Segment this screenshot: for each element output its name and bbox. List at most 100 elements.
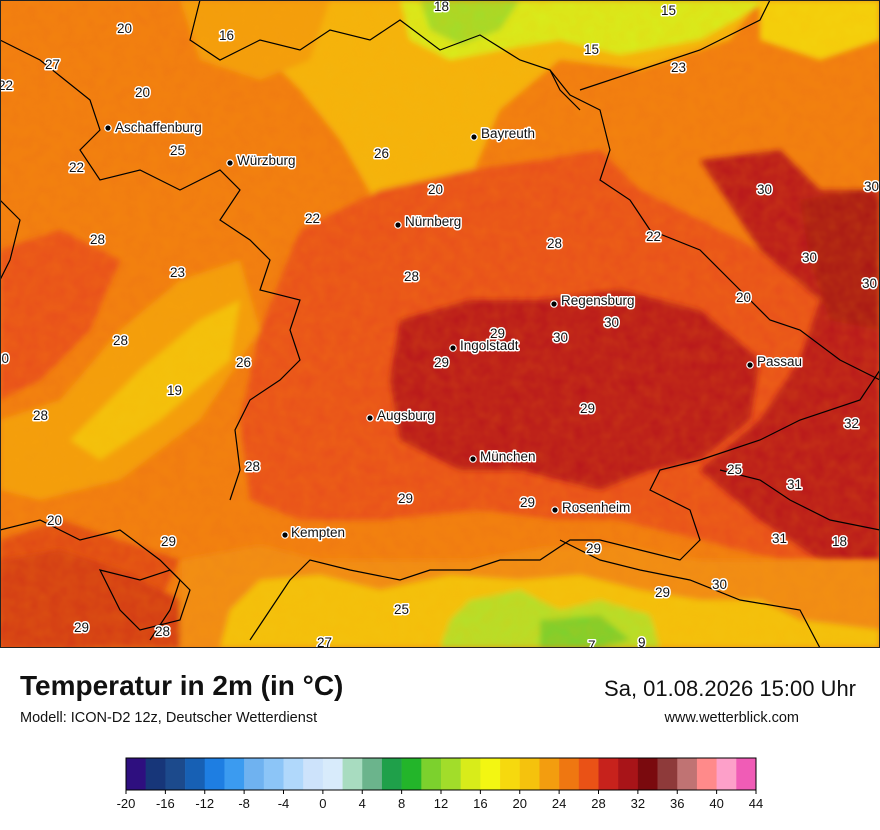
value-label: 29 [434, 355, 449, 370]
border-austria [249, 369, 880, 641]
color-legend: -20 -16 -12 -8 -4 0 4 8 12 16 20 24 28 32 36 40 44 [117, 757, 763, 811]
city-label: Regensburg [561, 293, 635, 308]
legend-swatch [559, 758, 580, 790]
city-label: Passau [757, 354, 802, 369]
legend-swatch [381, 758, 402, 790]
legend-swatch [500, 758, 521, 790]
value-label: 15 [584, 42, 599, 57]
value-label: 30 [864, 179, 879, 194]
legend-tick-label: 0 [319, 796, 326, 811]
temperature-map: 18 15 20 16 15 27 23 22 20 25 26 22 20 3… [0, 0, 880, 648]
value-labels: 18 15 20 16 15 27 23 22 20 25 26 22 20 3… [0, 0, 880, 648]
border-czech-north [579, 0, 771, 91]
value-label: 25 [170, 143, 185, 158]
city-dot [281, 531, 289, 539]
legend-swatch [263, 758, 284, 790]
legend-tick-label: 28 [591, 796, 605, 811]
border-lake [98, 569, 191, 631]
value-label: 30 [604, 315, 619, 330]
value-label: 29 [398, 491, 413, 506]
city-aschaffenburg[interactable]: Aschaffenburg [104, 119, 203, 137]
legend-swatch [716, 758, 737, 790]
city-ingolstadt[interactable]: Ingolstadt [449, 337, 520, 355]
value-label: 18 [832, 534, 847, 549]
legend-tick-label: 24 [552, 796, 566, 811]
legend-swatch [303, 758, 324, 790]
legend-swatch [322, 758, 343, 790]
city-label: Rosenheim [562, 500, 630, 515]
city-rosenheim[interactable]: Rosenheim [551, 499, 632, 517]
city-muenchen[interactable]: München [469, 448, 537, 466]
border-south [559, 539, 821, 648]
temp-field-texture [0, 0, 880, 648]
legend-tick-label: -8 [238, 796, 250, 811]
value-label: 22 [646, 229, 661, 244]
value-label: 28 [547, 236, 562, 251]
city-dot [366, 414, 374, 422]
legend-tick-label: 36 [670, 796, 684, 811]
border-bavaria-north [189, 0, 581, 111]
city-label: Kempten [291, 525, 345, 540]
city-dot [746, 361, 754, 369]
city-markers: Aschaffenburg Bayreuth Würzburg Nürnberg… [104, 119, 804, 542]
legend-swatch [401, 758, 422, 790]
value-label: 22 [0, 78, 13, 93]
value-label: 20 [736, 290, 751, 305]
value-label: 20 [135, 85, 150, 100]
value-label: 25 [394, 602, 409, 617]
legend-tick-label: 16 [473, 796, 487, 811]
city-dot [469, 455, 477, 463]
city-passau[interactable]: Passau [746, 353, 804, 371]
legend-swatch [283, 758, 304, 790]
legend-swatch [480, 758, 501, 790]
value-label: 29 [490, 326, 505, 341]
city-regensburg[interactable]: Regensburg [550, 292, 636, 310]
city-dot [226, 159, 234, 167]
legend-swatch [539, 758, 560, 790]
city-dot [470, 133, 478, 141]
value-label: 29 [586, 541, 601, 556]
city-kempten[interactable]: Kempten [281, 524, 347, 542]
city-dot [449, 344, 457, 352]
value-label: 32 [844, 416, 859, 431]
city-nuernberg[interactable]: Nürnberg [394, 213, 463, 231]
city-wuerzburg[interactable]: Würzburg [226, 152, 297, 170]
legend-swatch [204, 758, 225, 790]
legend-swatch [637, 758, 658, 790]
value-label: 28 [245, 459, 260, 474]
value-label: 27 [45, 57, 60, 72]
value-label: 19 [167, 383, 182, 398]
value-label: 30 [757, 182, 772, 197]
city-bayreuth[interactable]: Bayreuth [470, 125, 537, 143]
city-augsburg[interactable]: Augsburg [366, 407, 436, 425]
legend-swatch [421, 758, 442, 790]
value-label: 29 [520, 495, 535, 510]
footer: Temperatur in 2m (in °C) Modell: ICON-D2… [0, 648, 880, 830]
map-title: Temperatur in 2m (in °C) [20, 670, 344, 701]
model-info: Modell: ICON-D2 12z, Deutscher Wetterdie… [20, 710, 318, 726]
legend-tick-label: -4 [278, 796, 290, 811]
legend-swatch [618, 758, 639, 790]
legend-tick-label: 44 [749, 796, 763, 811]
legend-tick-label: 20 [513, 796, 527, 811]
city-dot [104, 124, 112, 132]
legend-tick-label: -16 [156, 796, 175, 811]
legend-tick-label: 8 [398, 796, 405, 811]
border-southeast [719, 469, 880, 531]
value-label: 30 [862, 276, 877, 291]
value-label: 20 [0, 351, 9, 366]
legend-swatch [126, 758, 146, 790]
value-label: 22 [305, 211, 320, 226]
legend-swatch [460, 758, 481, 790]
legend-tick-label: -20 [117, 796, 136, 811]
city-label: Würzburg [237, 153, 296, 168]
value-label: 23 [170, 265, 185, 280]
city-dot [550, 300, 558, 308]
value-label: 28 [113, 333, 128, 348]
website-link[interactable]: www.wetterblick.com [664, 710, 799, 726]
legend-swatch [244, 758, 265, 790]
city-dot [394, 221, 402, 229]
forecast-datetime: Sa, 01.08.2026 15:00 Uhr [604, 676, 856, 701]
value-label: 29 [161, 534, 176, 549]
value-label: 31 [772, 531, 787, 546]
